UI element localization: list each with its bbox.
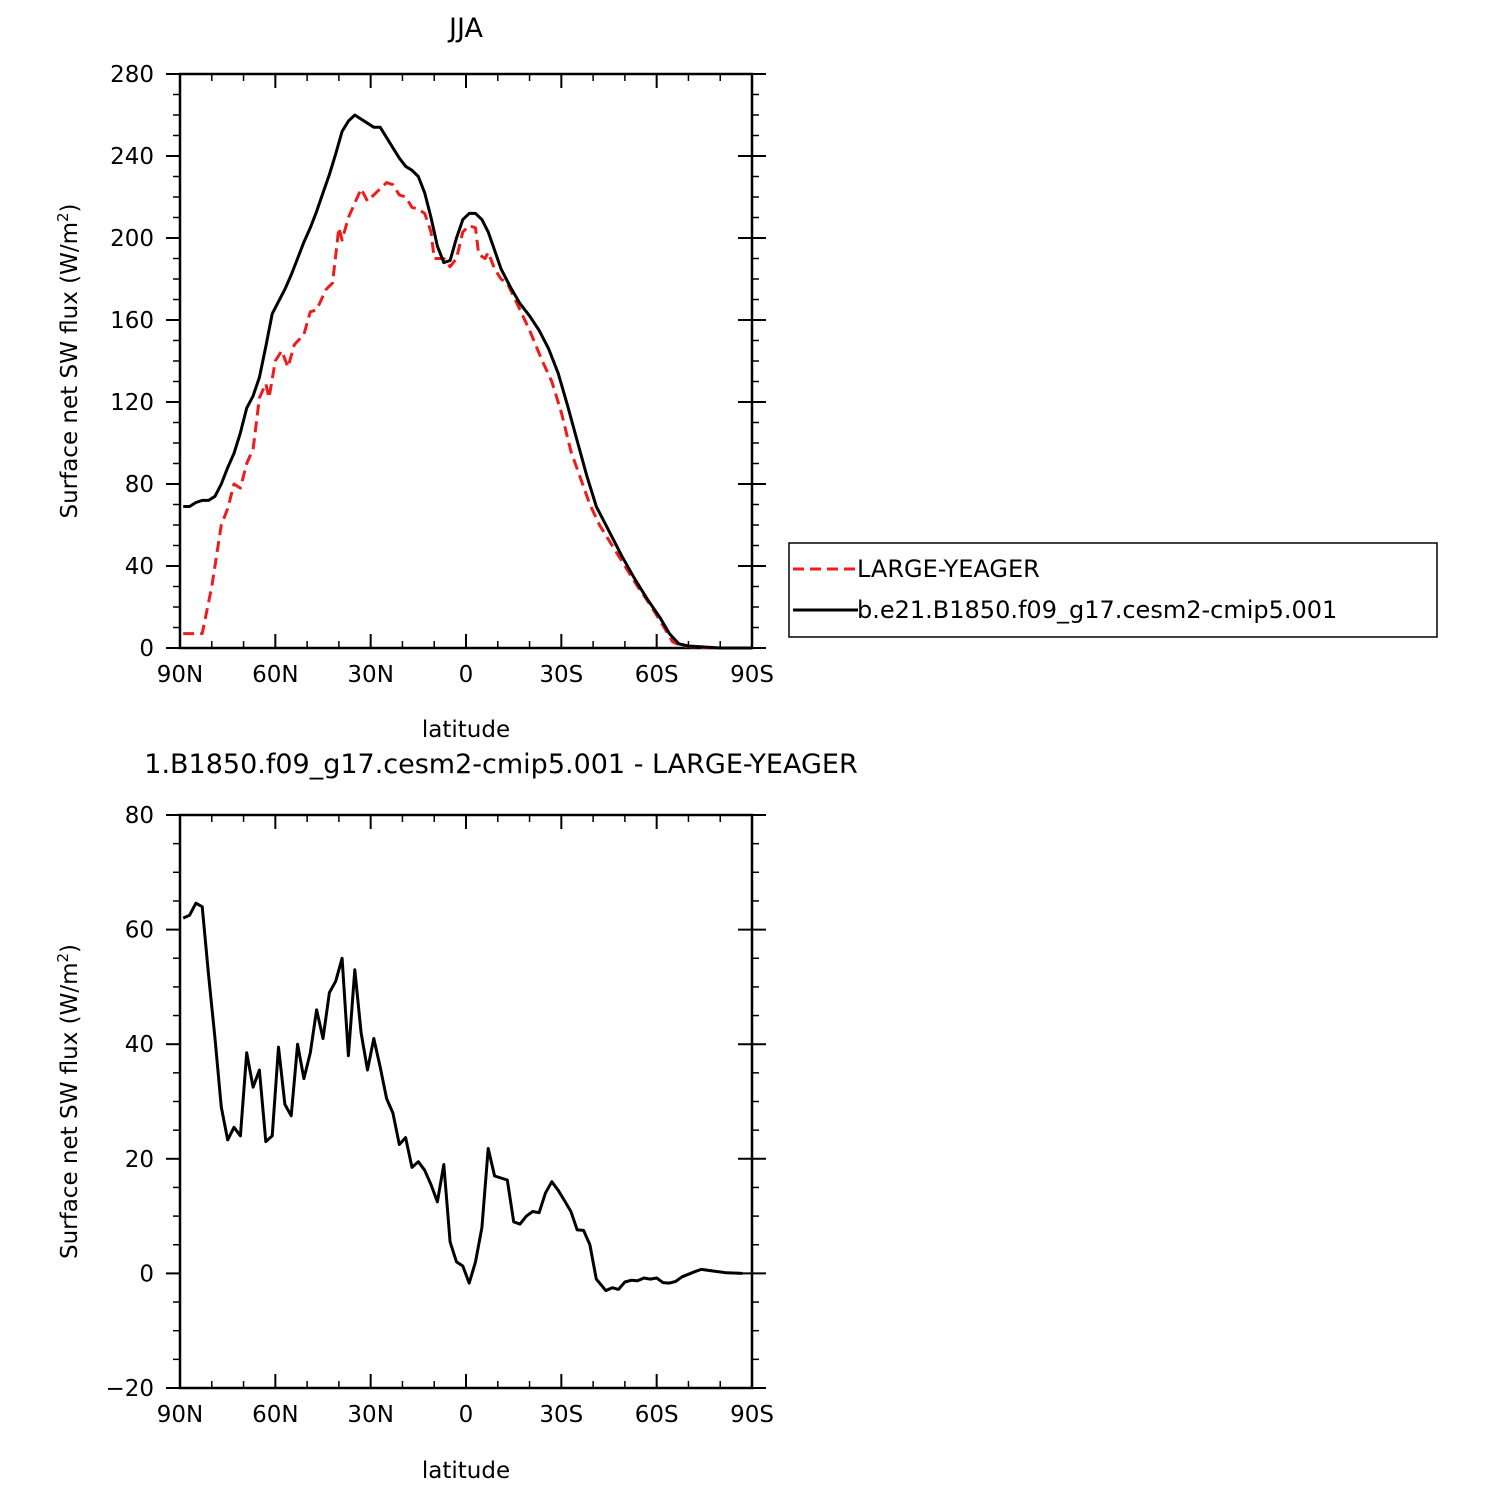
bottom-x-axis-title: latitude <box>422 1458 510 1484</box>
large-yeager-series-line <box>183 181 752 650</box>
bottom-plot-frame-group <box>178 813 754 1390</box>
x-tick-label: 90N <box>157 1402 203 1428</box>
y-tick-label: 160 <box>110 308 154 334</box>
y-tick-label: 0 <box>139 1261 154 1287</box>
x-tick-label: 90S <box>730 662 774 688</box>
x-tick-label: 60S <box>635 662 679 688</box>
y-tick-label: 120 <box>110 390 154 416</box>
x-tick-label: 30N <box>347 1402 393 1428</box>
x-tick-label: 0 <box>459 662 474 688</box>
y-tick-label: 0 <box>139 636 154 662</box>
difference-series-line <box>182 901 743 1293</box>
bottom-y-axis-title: Surface net SW flux (W/m2) <box>54 944 83 1259</box>
top-plot-frame <box>178 72 754 650</box>
y-tick-label: 20 <box>125 1147 154 1173</box>
bottom-tick-group: 90N 60N 30N 0 30S 60S 90S −20 0 20 40 60 80 <box>105 803 773 1428</box>
y-tick-label: 200 <box>110 226 154 252</box>
x-tick-label: 30S <box>539 1402 583 1428</box>
x-tick-label: 30N <box>347 662 393 688</box>
legend-label-cesm2-cmip5: b.e21.B1850.f09_g17.cesm2-cmip5.001 <box>857 596 1337 624</box>
x-tick-label: 90N <box>157 662 203 688</box>
y-tick-label: 60 <box>125 918 154 944</box>
top-y-axis-title: Surface net SW flux (W/m2) <box>54 203 83 518</box>
y-tick-label: 40 <box>125 554 154 580</box>
bottom-plot-title: 1.B1850.f09_g17.cesm2-cmip5.001 - LARGE-… <box>144 749 857 780</box>
top-series-group <box>183 113 752 650</box>
bottom-series-group <box>182 901 743 1293</box>
y-tick-label: 80 <box>125 803 154 829</box>
legend: LARGE-YEAGER b.e21.B1850.f09_g17.cesm2-c… <box>788 542 1438 638</box>
top-plot-frame-group <box>178 72 754 650</box>
y-tick-label: 80 <box>125 472 154 498</box>
y-tick-label: 280 <box>110 62 154 88</box>
top-tick-group: 90N 60N 30N 0 30S 60S 90S 0 40 80 120 160 200 240 280 <box>110 62 774 688</box>
x-tick-label: 0 <box>459 1402 474 1428</box>
bottom-panel: 1.B1850.f09_g17.cesm2-cmip5.001 - LARGE-… <box>54 749 858 1484</box>
y-tick-label: 40 <box>125 1032 154 1058</box>
x-tick-label: 60N <box>252 662 298 688</box>
y-tick-label: −20 <box>105 1376 154 1402</box>
bot-plot-frame <box>178 813 754 1390</box>
x-tick-label: 30S <box>539 662 583 688</box>
top-x-axis-title: latitude <box>422 717 510 743</box>
y-tick-label: 240 <box>110 144 154 170</box>
top-panel: JJA 90N 60N 30N 0 30S 60S 90S 0 40 80 120 160 200 240… <box>54 13 774 743</box>
top-plot-title: JJA <box>447 13 483 44</box>
x-tick-label: 90S <box>730 1402 774 1428</box>
legend-label-large-yeager: LARGE-YEAGER <box>857 555 1040 583</box>
x-tick-label: 60N <box>252 1402 298 1428</box>
x-tick-label: 60S <box>635 1402 679 1428</box>
b-e21-b1850-f09-g17-cesm2-cmip5-001-series-line <box>183 113 752 650</box>
legend-box <box>788 542 1438 638</box>
